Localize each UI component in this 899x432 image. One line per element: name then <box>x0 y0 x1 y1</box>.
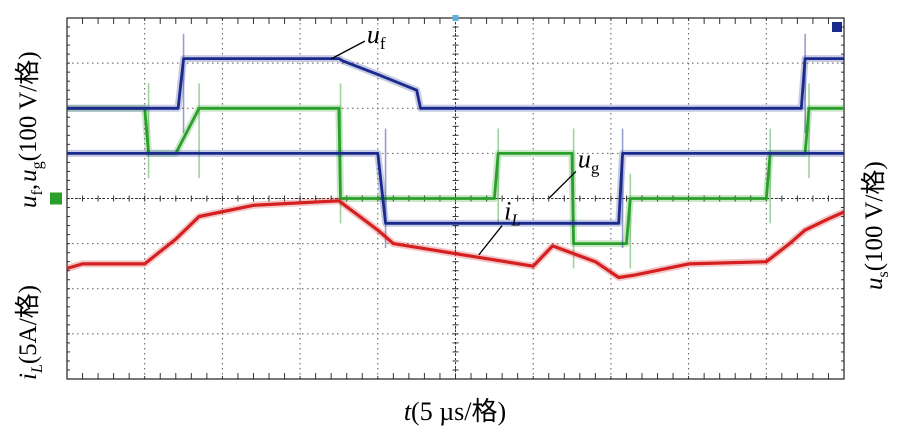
annotation-ug: ug <box>548 144 600 199</box>
channel-marker-left <box>50 192 62 205</box>
annotation-ug-label: ug <box>578 144 600 177</box>
series-group <box>66 33 846 281</box>
annotation-ug-leader <box>548 170 577 199</box>
annotation-iL: iL <box>478 197 521 256</box>
y-axis-label-left-top: uf,ug(100 V/格) <box>14 51 46 208</box>
x-axis-label: t(5 µs/格) <box>404 397 506 426</box>
series-line-u_s <box>67 151 844 225</box>
y-axis-label-right: us(100 V/格) <box>860 161 892 290</box>
y-axis-label-left-bottom: iL(5A/格) <box>14 285 46 380</box>
series-line-u_f <box>67 57 844 110</box>
annotation-uf: uf <box>330 20 386 60</box>
channel-marker-right <box>832 22 842 32</box>
annotation-uf-leader <box>330 40 366 60</box>
annotation-iL-label: iL <box>504 197 521 230</box>
grid <box>66 17 845 380</box>
trigger-marker-top <box>452 15 459 21</box>
series-line-i_L <box>66 199 845 280</box>
channel-markers <box>50 15 842 205</box>
annotation-uf-label: uf <box>367 20 386 53</box>
annotation-iL-leader <box>478 225 503 256</box>
